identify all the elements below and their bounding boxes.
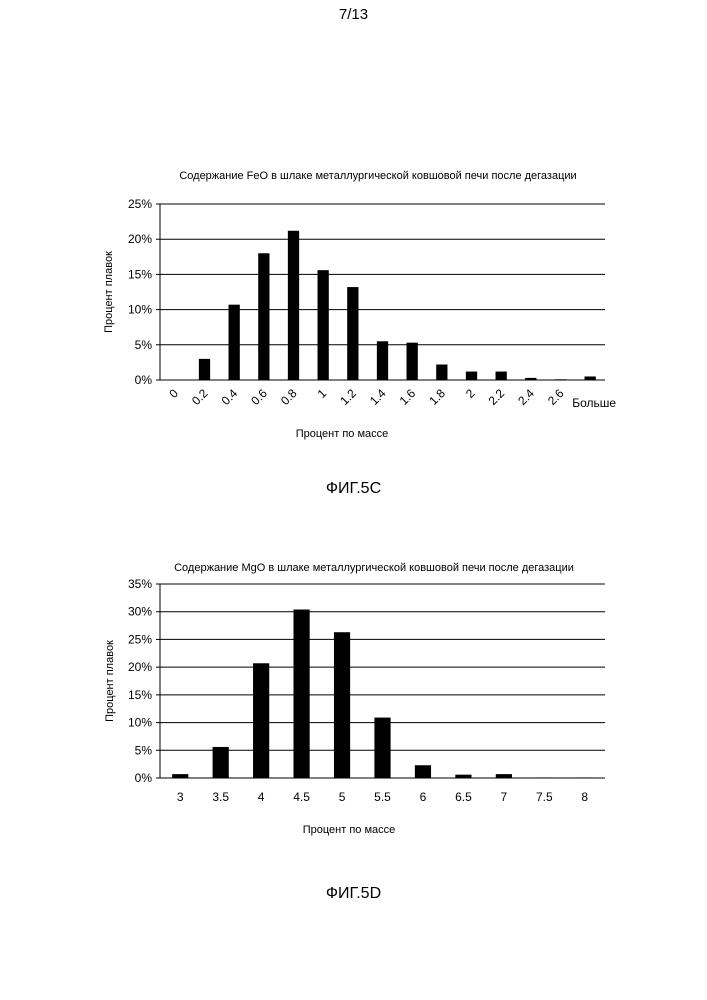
chart-title: Содержание MgO в шлаке металлургической … [174, 562, 574, 574]
x-tick-label: 5 [339, 790, 346, 804]
x-tick-label: 2.2 [486, 386, 508, 408]
bar [466, 372, 477, 380]
bar [199, 359, 210, 380]
x-tick-label: 7.5 [536, 790, 553, 804]
bar [258, 253, 269, 380]
x-tick-label: 1.4 [367, 386, 389, 408]
x-axis-title: Процент по массе [303, 824, 396, 836]
y-tick-label: 20% [128, 660, 152, 674]
x-tick-label: 2.6 [545, 386, 567, 408]
x-tick-label: 7 [501, 790, 508, 804]
x-tick-label: 4.5 [293, 790, 310, 804]
x-tick-label: 1.6 [397, 386, 419, 408]
figure-label-5d: ФИГ.5D [0, 885, 707, 903]
x-tick-label: 1.8 [426, 386, 448, 408]
bar [415, 765, 431, 778]
y-tick-label: 10% [128, 716, 152, 730]
mgo-chart: Содержание MgO в шлаке металлургической … [0, 550, 707, 850]
y-tick-label: 25% [128, 632, 152, 646]
x-tick-label: 4 [258, 790, 265, 804]
bar [496, 774, 512, 778]
x-tick-label: 6.5 [455, 790, 472, 804]
x-tick-label: 1.2 [337, 386, 359, 408]
bar [334, 632, 350, 778]
bar [172, 774, 188, 778]
figure-label-5c: ФИГ.5C [0, 480, 707, 498]
y-tick-label: 10% [128, 303, 152, 317]
bar [377, 341, 388, 380]
x-tick-label: 2.4 [515, 386, 537, 408]
bar [374, 718, 390, 778]
y-tick-label: 20% [128, 232, 152, 246]
x-tick-label: 0.8 [278, 386, 300, 408]
y-tick-label: 0% [135, 373, 153, 387]
feo-chart: Содержание FeO в шлаке металлургической … [0, 160, 707, 450]
x-tick-label: 0 [166, 386, 181, 401]
y-tick-label: 35% [128, 577, 152, 591]
x-tick-label: 2 [463, 386, 478, 401]
bar [536, 777, 552, 778]
x-tick-label: 3.5 [212, 790, 229, 804]
x-tick-label: 8 [581, 790, 588, 804]
x-axis-title: Процент по массе [296, 428, 389, 440]
x-tick-label: 3 [177, 790, 184, 804]
x-tick-label: 1 [315, 386, 330, 401]
y-tick-label: 0% [135, 771, 153, 785]
y-tick-label: 30% [128, 605, 152, 619]
bar [294, 609, 310, 778]
x-tick-label: 5.5 [374, 790, 391, 804]
x-tick-label: Больше [572, 396, 616, 410]
bar [496, 372, 507, 380]
bar [577, 777, 593, 778]
bar [407, 343, 418, 380]
y-axis-title: Процент плавок [103, 251, 115, 333]
x-tick-label: 6 [420, 790, 427, 804]
bar [288, 231, 299, 380]
y-tick-label: 5% [135, 338, 153, 352]
x-tick-label: 0.4 [219, 386, 241, 408]
chart-title: Содержание FeO в шлаке металлургической … [179, 170, 576, 182]
bar [525, 378, 536, 380]
bar [229, 305, 240, 380]
y-tick-label: 15% [128, 267, 152, 281]
bar [347, 287, 358, 380]
y-tick-label: 5% [135, 743, 153, 757]
bar [253, 663, 269, 778]
y-axis-title: Процент плавок [104, 640, 116, 722]
bar [555, 379, 566, 380]
bar [213, 747, 229, 778]
y-tick-label: 25% [128, 197, 152, 211]
page-number: 7/13 [0, 6, 707, 23]
x-tick-label: 0.6 [248, 386, 270, 408]
bar [318, 270, 329, 380]
x-tick-label: 0.2 [189, 386, 211, 408]
y-tick-label: 15% [128, 688, 152, 702]
bar [585, 376, 596, 380]
bar [455, 775, 471, 778]
bar [436, 365, 447, 380]
